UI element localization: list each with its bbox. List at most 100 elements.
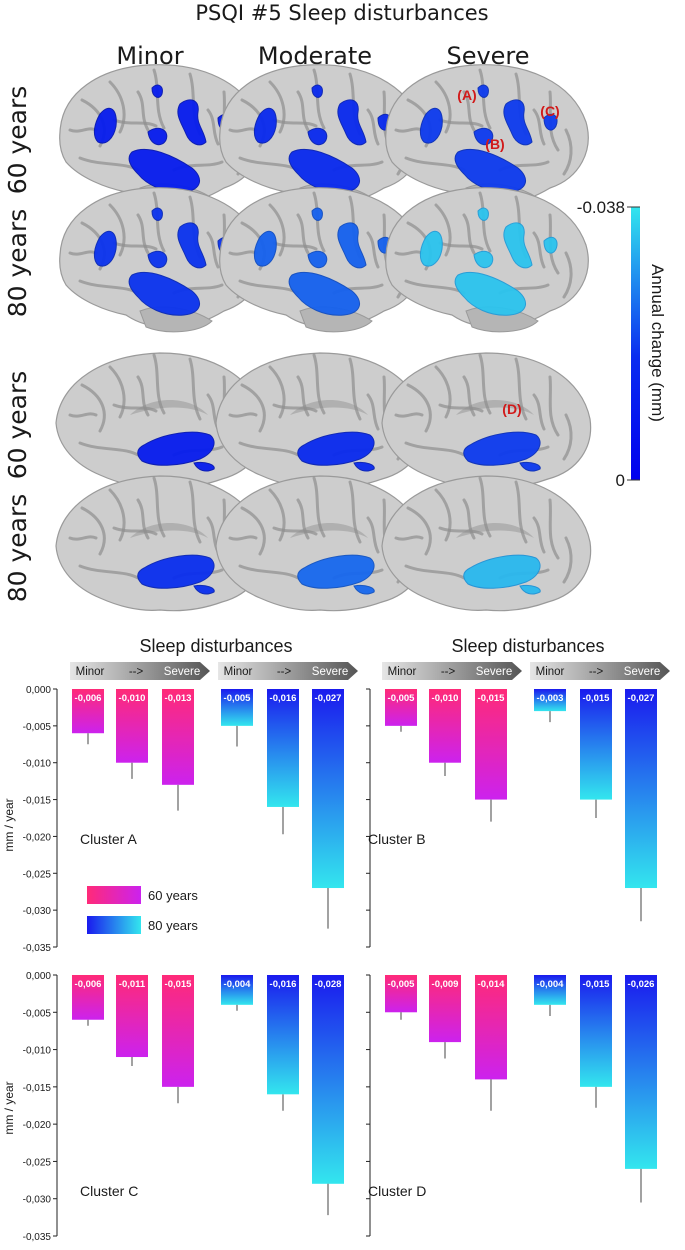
brain-map-grid: [55, 64, 592, 612]
bar-value-label: -0,013: [165, 693, 192, 704]
brain-sulcus: [240, 383, 266, 433]
cortical-thinning-cluster: [93, 107, 117, 144]
bar-80-years: [625, 689, 657, 889]
bar-value-label: -0,014: [478, 979, 506, 990]
y-axis-label-top: mm / year: [2, 798, 16, 851]
brain-outline: [381, 475, 592, 612]
bar-60-years: [72, 975, 104, 1020]
cortical-thinning-cluster: [177, 99, 207, 146]
severity-label: Severe: [624, 666, 660, 678]
y-tick-label: -0,025: [23, 1157, 52, 1168]
brain-sulcus: [206, 108, 220, 146]
cortical-thinning-cluster: [503, 99, 533, 146]
severity-label: -->: [589, 666, 604, 678]
y-tick-label: -0,030: [23, 906, 52, 917]
bar-60-years: [385, 975, 417, 1013]
brain-sulcus: [348, 480, 362, 544]
brain-sulcus: [548, 375, 560, 437]
brain-corpus-callosum: [130, 523, 208, 538]
y-tick-label: -0,005: [23, 1008, 52, 1019]
bar-panel-cluster-a: 0,000 -0,005 -0,010 -0,015 -0,020 -0,025 -0,03…: [23, 685, 344, 954]
bar-60-years: [162, 975, 194, 1087]
y-axis-label-bottom: mm / year: [2, 1081, 16, 1134]
brain-sulcus: [68, 412, 98, 418]
brain-sulcus: [434, 365, 452, 419]
brain-corpus-callosum: [290, 400, 368, 415]
brain-sulcus: [366, 108, 380, 146]
cluster-marker-d: (D): [502, 401, 521, 417]
brain-sulcus: [434, 203, 452, 257]
brain-sulcus: [462, 90, 476, 132]
brain-sulcus: [108, 80, 126, 134]
bar-value-label: -0,005: [388, 693, 416, 704]
brain-sulcus: [268, 203, 286, 257]
bar-value-label: -0,005: [224, 693, 252, 704]
row-label-60-years-medial: 60 years: [3, 371, 32, 480]
cortical-thinning-cluster: [543, 236, 558, 254]
row-label-60-years-lateral: 60 years: [3, 86, 32, 195]
brain-sulcus: [80, 383, 106, 433]
brain-sulcus: [366, 516, 380, 554]
cluster-marker-a: (A): [457, 87, 476, 103]
brain-corpus-callosum: [290, 523, 368, 538]
bar-60-years: [429, 689, 461, 763]
brain-sulcus: [136, 90, 150, 132]
brain-sulcus: [78, 564, 140, 580]
brain-sulcus: [112, 403, 158, 413]
brain-sulcus: [514, 480, 528, 544]
brain-sulcus: [438, 241, 484, 251]
brain-sulcus: [152, 191, 166, 253]
severity-label: -->: [277, 666, 292, 678]
y-tick-label: -0,010: [23, 1046, 52, 1057]
brain-sulcus: [312, 353, 326, 415]
legend-swatch-80-years: [87, 916, 141, 934]
brain-surface-lateral-r1-c2: [219, 64, 423, 210]
brain-sulcus: [562, 251, 573, 299]
cortical-thinning-cluster: [473, 127, 494, 146]
brain-surface-medial-r3-c1: [55, 352, 266, 489]
colorbar-min-label: 0: [616, 471, 625, 490]
brain-sulcus: [562, 413, 573, 461]
legend-label-60-years: 60 years: [148, 888, 198, 903]
cortical-thinning-cluster: [353, 585, 375, 595]
cortical-thinning-cluster: [477, 207, 489, 221]
y-tick-label: -0,010: [23, 759, 52, 770]
cluster-name: Cluster A: [80, 831, 137, 847]
cortical-thinning-cluster: [353, 462, 375, 472]
bar-value-label: -0,010: [119, 693, 146, 704]
brain-sulcus: [406, 506, 432, 556]
brain-sulcus: [366, 231, 380, 269]
severity-label: Severe: [476, 666, 512, 678]
brain-sulcus: [406, 383, 432, 433]
brain-sulcus: [136, 498, 150, 540]
brain-sulcus: [268, 80, 286, 134]
bar-value-label: -0,006: [75, 693, 102, 704]
bar-value-label: -0,016: [270, 693, 297, 704]
bar-value-label: -0,027: [628, 693, 655, 704]
brain-sulcus: [438, 118, 484, 128]
cortical-thinning-cluster: [463, 431, 541, 466]
y-tick-label: -0,015: [23, 1083, 52, 1094]
severity-label: -->: [129, 666, 144, 678]
cortical-thinning-cluster: [177, 222, 207, 269]
severity-arrow-4: Minor --> Severe: [530, 662, 670, 680]
brain-sulcus: [532, 108, 546, 146]
brain-sulcus: [78, 441, 140, 457]
bar-chart-area: 0,000 -0,005 -0,010 -0,015 -0,020 -0,025 -0,03…: [23, 662, 670, 1243]
cortical-thinning-cluster: [297, 554, 375, 589]
brain-sulcus: [228, 127, 258, 133]
bar-value-label: -0,004: [537, 979, 565, 990]
cortical-thinning-cluster: [473, 250, 494, 269]
row-label-80-years-medial: 80 years: [3, 494, 32, 603]
brain-sulcus: [152, 353, 166, 415]
brain-sulcus: [296, 90, 310, 132]
severity-arrow-2: Minor --> Severe: [218, 662, 358, 680]
brain-outline: [381, 352, 592, 489]
y-tick-label: -0,020: [23, 832, 52, 843]
brain-sulcus: [268, 365, 286, 419]
brain-sulcus: [272, 241, 318, 251]
brain-sulcus: [404, 564, 466, 580]
cortical-thinning-cluster: [419, 107, 443, 144]
cortical-thinning-cluster: [419, 230, 443, 267]
